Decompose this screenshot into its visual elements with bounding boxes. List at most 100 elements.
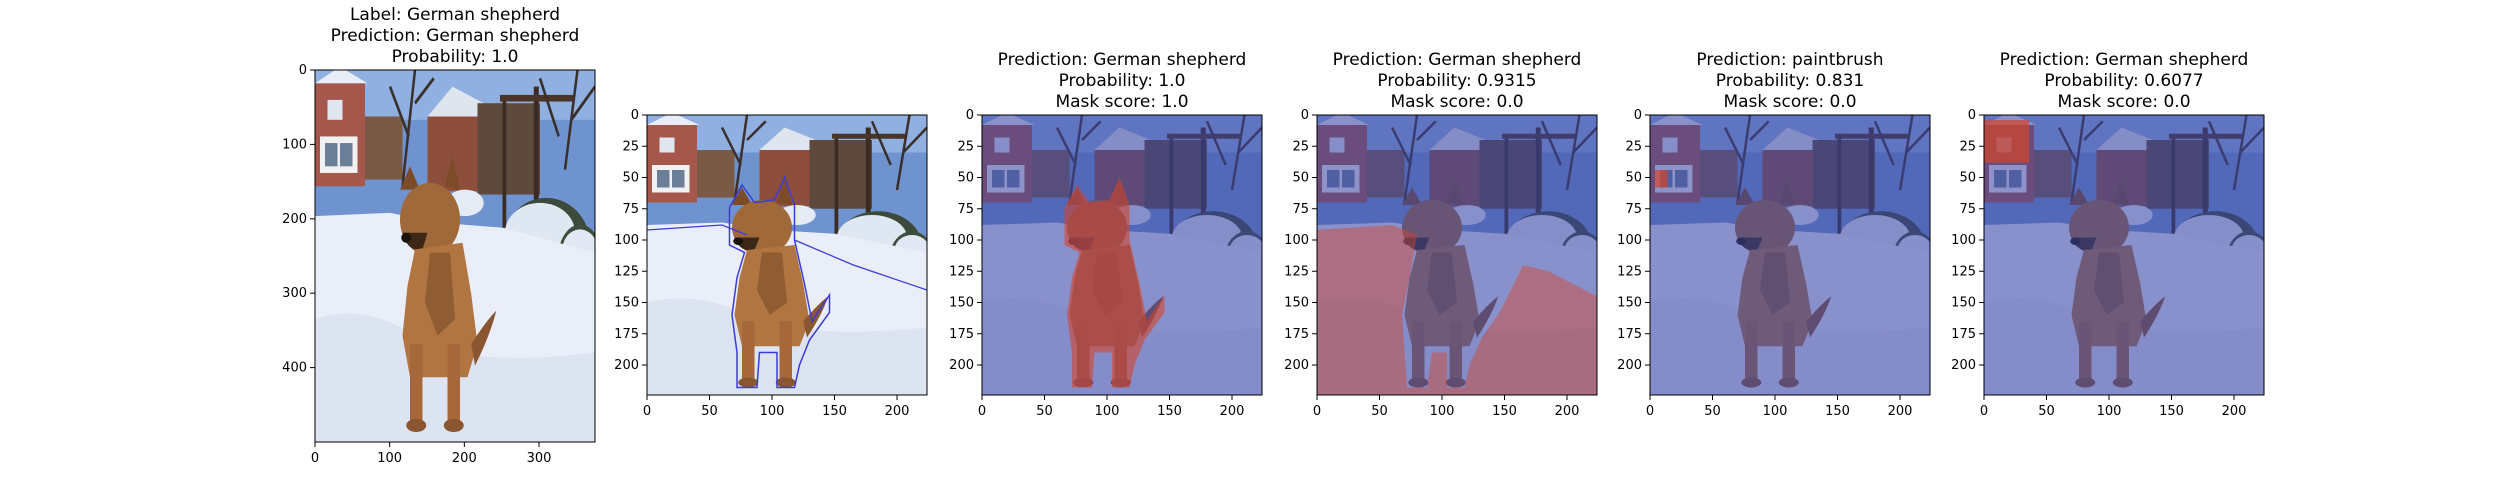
y-tick-label: 200 bbox=[1284, 358, 1309, 373]
panel-6: 0 50 100 150 200 0 25 50 75 100 125 150 175 200 Predic… bbox=[1951, 50, 2265, 419]
panel-title-line: Prediction: German shepherd bbox=[998, 50, 1247, 70]
y-tick-label: 100 bbox=[614, 233, 639, 248]
y-tick-label: 0 bbox=[1968, 108, 1976, 123]
mask-outline bbox=[647, 224, 927, 291]
x-tick-label: 100 bbox=[1763, 404, 1788, 419]
y-tick-label: 300 bbox=[282, 286, 307, 301]
x-tick-label: 0 bbox=[311, 451, 319, 466]
panel-title-line: Probability: 0.9315 bbox=[1377, 71, 1536, 91]
axes-frame bbox=[314, 69, 596, 443]
panel-5: 0 50 100 150 200 0 25 50 75 100 125 150 175 200 Predic… bbox=[1617, 50, 1931, 419]
y-tick-label: 150 bbox=[1617, 296, 1642, 311]
x-tick-label: 200 bbox=[1888, 404, 1913, 419]
y-tick-label: 150 bbox=[1951, 296, 1976, 311]
y-tick-label: 50 bbox=[957, 171, 974, 186]
x-tick-label: 0 bbox=[643, 404, 651, 419]
x-tick-label: 50 bbox=[2038, 404, 2055, 419]
panel-4: 0 50 100 150 200 0 25 50 75 100 125 150 175 200 Predic… bbox=[1284, 50, 1598, 419]
panel-title-line: Mask score: 0.0 bbox=[1390, 92, 1523, 112]
y-tick-label: 175 bbox=[1951, 327, 1976, 342]
y-tick-label: 75 bbox=[1625, 202, 1642, 217]
y-tick-label: 25 bbox=[957, 139, 974, 154]
y-tick-label: 25 bbox=[622, 139, 639, 154]
y-tick-label: 200 bbox=[949, 358, 974, 373]
panel-title-line: Label: German shepherd bbox=[350, 5, 560, 25]
y-tick-label: 50 bbox=[622, 171, 639, 186]
y-tick-label: 25 bbox=[1625, 139, 1642, 154]
panel-image bbox=[982, 115, 1262, 395]
y-tick-label: 125 bbox=[614, 264, 639, 279]
x-tick-label: 100 bbox=[2097, 404, 2122, 419]
x-tick-label: 200 bbox=[1555, 404, 1580, 419]
y-tick-label: 125 bbox=[1951, 264, 1976, 279]
axes-frame bbox=[1316, 114, 1598, 396]
y-tick-label: 200 bbox=[1951, 358, 1976, 373]
x-tick-label: 150 bbox=[822, 404, 847, 419]
y-tick-label: 150 bbox=[949, 296, 974, 311]
panel-1: 0 100 200 300 0 100 200 300 400 Label: German she… bbox=[282, 5, 596, 466]
y-tick-label: 50 bbox=[1292, 171, 1309, 186]
panel-title-line: Probability: 0.6077 bbox=[2044, 71, 2203, 91]
x-tick-label: 300 bbox=[527, 451, 552, 466]
y-tick-label: 0 bbox=[299, 63, 307, 78]
x-tick-label: 0 bbox=[1313, 404, 1321, 419]
panel-image bbox=[647, 115, 927, 395]
mask-region bbox=[1655, 170, 1668, 188]
y-tick-label: 100 bbox=[1951, 233, 1976, 248]
panel-title-line: Probability: 1.0 bbox=[1059, 71, 1186, 91]
x-tick-label: 150 bbox=[1157, 404, 1182, 419]
panel-title-line: Prediction: German shepherd bbox=[1333, 50, 1582, 70]
x-tick-label: 200 bbox=[452, 451, 477, 466]
y-tick-label: 100 bbox=[1284, 233, 1309, 248]
x-tick-label: 0 bbox=[1980, 404, 1988, 419]
y-tick-label: 100 bbox=[949, 233, 974, 248]
panel-title-line: Prediction: paintbrush bbox=[1696, 50, 1883, 70]
y-tick-label: 125 bbox=[1284, 264, 1309, 279]
y-tick-label: 0 bbox=[631, 108, 639, 123]
y-tick-label: 75 bbox=[622, 202, 639, 217]
x-tick-label: 150 bbox=[1825, 404, 1850, 419]
x-tick-label: 200 bbox=[885, 404, 910, 419]
y-tick-label: 200 bbox=[1617, 358, 1642, 373]
y-tick-label: 0 bbox=[1301, 108, 1309, 123]
y-tick-label: 175 bbox=[614, 327, 639, 342]
panel-title-line: Mask score: 0.0 bbox=[2057, 92, 2190, 112]
y-tick-label: 25 bbox=[1292, 139, 1309, 154]
y-tick-label: 150 bbox=[614, 296, 639, 311]
y-tick-label: 0 bbox=[966, 108, 974, 123]
y-tick-label: 125 bbox=[1617, 264, 1642, 279]
x-tick-label: 150 bbox=[2159, 404, 2184, 419]
panel-title-line: Mask score: 1.0 bbox=[1055, 92, 1188, 112]
panel-title-line: Prediction: German shepherd bbox=[331, 26, 580, 46]
axes-frame bbox=[1649, 114, 1931, 396]
x-tick-label: 100 bbox=[1430, 404, 1455, 419]
x-tick-label: 0 bbox=[978, 404, 986, 419]
x-tick-label: 50 bbox=[1371, 404, 1388, 419]
x-tick-label: 150 bbox=[1492, 404, 1517, 419]
y-tick-label: 150 bbox=[1284, 296, 1309, 311]
panel-image bbox=[1317, 115, 1597, 395]
y-tick-label: 50 bbox=[1625, 171, 1642, 186]
panel-image bbox=[315, 70, 595, 442]
x-tick-label: 200 bbox=[1220, 404, 1245, 419]
x-tick-label: 50 bbox=[701, 404, 718, 419]
panel-image bbox=[1984, 115, 2264, 395]
axes-frame bbox=[981, 114, 1263, 396]
y-tick-label: 175 bbox=[1617, 327, 1642, 342]
y-tick-label: 125 bbox=[949, 264, 974, 279]
panel-3: 0 50 100 150 200 0 25 50 75 100 125 150 175 200 Predic… bbox=[949, 50, 1263, 419]
y-tick-label: 75 bbox=[1292, 202, 1309, 217]
y-tick-label: 400 bbox=[282, 361, 307, 376]
panel-2: 0 50 100 150 200 0 25 50 75 100 125 150 175 200 bbox=[614, 108, 928, 419]
y-tick-label: 75 bbox=[957, 202, 974, 217]
panel-title-line: Mask score: 0.0 bbox=[1723, 92, 1856, 112]
axes-frame bbox=[646, 114, 928, 396]
panel-title-line: Probability: 1.0 bbox=[392, 47, 519, 67]
x-tick-label: 100 bbox=[1095, 404, 1120, 419]
x-tick-label: 100 bbox=[377, 451, 402, 466]
y-tick-label: 0 bbox=[1634, 108, 1642, 123]
axes-frame bbox=[1983, 114, 2265, 396]
x-tick-label: 50 bbox=[1704, 404, 1721, 419]
mask-region bbox=[1984, 120, 2029, 163]
